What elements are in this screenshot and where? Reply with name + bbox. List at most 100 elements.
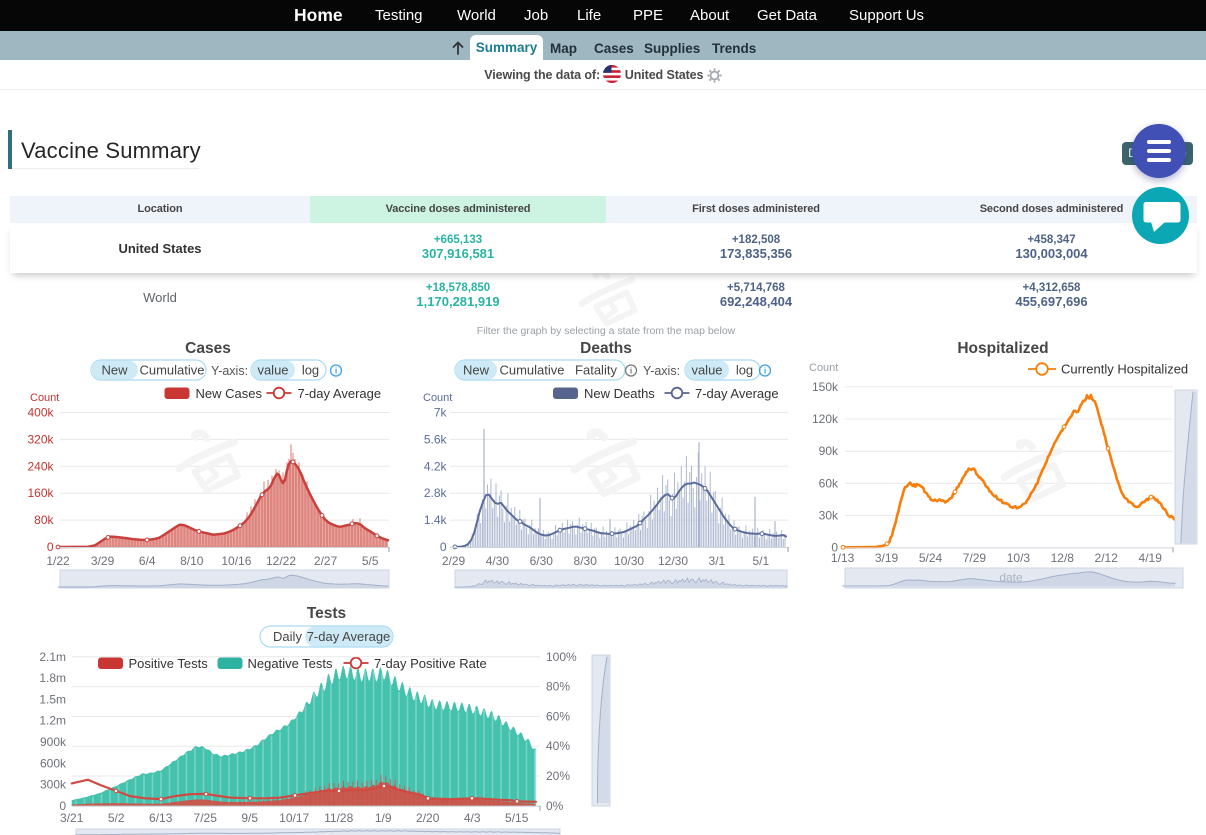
svg-text:1/9: 1/9 [375,811,392,825]
svg-text:log: log [736,362,753,377]
svg-text:value: value [257,362,288,377]
svg-text:6/4: 6/4 [139,554,156,568]
svg-text:8/10: 8/10 [180,554,204,568]
svg-text:3/1: 3/1 [709,554,726,568]
svg-text:3/21: 3/21 [60,811,84,825]
svg-text:80k: 80k [34,513,54,527]
svg-text:600k: 600k [40,756,67,770]
svg-text:5/1: 5/1 [752,554,769,568]
svg-text:8/30: 8/30 [574,554,598,568]
svg-text:3/29: 3/29 [91,554,115,568]
svg-text:100%: 100% [546,650,577,664]
svg-text:2.8k: 2.8k [424,486,448,500]
svg-text:4/30: 4/30 [486,554,510,568]
svg-text:2/29: 2/29 [442,554,466,568]
svg-text:5/15: 5/15 [505,811,529,825]
svg-text:Deaths: Deaths [580,340,632,357]
svg-text:12/30: 12/30 [658,554,688,568]
svg-text:6/30: 6/30 [530,554,554,568]
svg-text:240k: 240k [27,459,54,473]
svg-text:Y-axis:: Y-axis: [643,364,680,378]
svg-text:Positive Tests: Positive Tests [129,656,209,671]
svg-text:date: date [999,571,1023,585]
svg-text:4/19: 4/19 [1139,551,1163,565]
svg-text:0: 0 [59,799,66,813]
svg-text:value: value [691,362,722,377]
svg-text:0%: 0% [546,799,564,813]
svg-text:11/28: 11/28 [324,811,353,825]
svg-text:7/29: 7/29 [963,551,987,565]
svg-text:300k: 300k [40,778,67,792]
svg-text:Tests: Tests [307,605,346,622]
svg-text:Cumulative: Cumulative [139,362,204,377]
svg-text:7-day Average: 7-day Average [307,629,391,644]
svg-text:New Cases: New Cases [196,386,263,401]
svg-text:1.5m: 1.5m [39,692,66,706]
svg-text:1.8m: 1.8m [39,671,66,685]
svg-text:Filter the graph by selecting: Filter the graph by selecting a state fr… [477,325,736,337]
svg-text:10/17: 10/17 [279,811,309,825]
svg-text:Fatality: Fatality [575,362,617,377]
svg-text:120k: 120k [812,412,839,426]
svg-text:12/8: 12/8 [1051,551,1075,565]
svg-text:1/22: 1/22 [46,554,70,568]
svg-text:4.2k: 4.2k [424,459,448,473]
svg-text:1.2m: 1.2m [39,714,66,728]
svg-text:7-day Average: 7-day Average [695,386,779,401]
svg-text:80%: 80% [546,680,570,694]
svg-text:7k: 7k [434,406,448,420]
svg-text:Count: Count [30,392,59,404]
svg-text:Cumulative: Cumulative [499,362,564,377]
svg-text:7-day Average: 7-day Average [298,386,382,401]
svg-text:10/30: 10/30 [614,554,644,568]
svg-text:New: New [101,362,128,377]
svg-text:30k: 30k [819,508,839,522]
svg-text:320k: 320k [27,432,54,446]
svg-text:0: 0 [440,540,447,554]
svg-text:2/12: 2/12 [1095,551,1119,565]
svg-text:0: 0 [47,540,54,554]
svg-text:5/5: 5/5 [362,554,379,568]
svg-text:9/5: 9/5 [241,811,258,825]
svg-text:2/20: 2/20 [416,811,440,825]
svg-text:400k: 400k [27,406,54,420]
svg-text:1/13: 1/13 [831,551,855,565]
svg-text:6/13: 6/13 [149,811,173,825]
svg-text:20%: 20% [546,769,570,783]
svg-text:40%: 40% [546,739,570,753]
svg-text:60%: 60% [546,709,570,723]
svg-text:7/25: 7/25 [194,811,218,825]
svg-text:Daily: Daily [273,629,302,644]
svg-text:Count: Count [423,392,452,404]
svg-text:5/2: 5/2 [108,811,125,825]
svg-text:3/19: 3/19 [875,551,899,565]
svg-text:60k: 60k [819,476,839,490]
svg-text:12/22: 12/22 [266,554,296,568]
svg-text:90k: 90k [819,444,839,458]
svg-text:log: log [302,362,319,377]
svg-text:160k: 160k [27,486,54,500]
svg-text:Negative Tests: Negative Tests [248,656,334,671]
svg-text:Count: Count [809,362,838,374]
svg-text:Cases: Cases [185,340,231,357]
svg-text:Hospitalized: Hospitalized [957,340,1048,357]
svg-text:150k: 150k [812,380,839,394]
svg-text:1.4k: 1.4k [424,513,448,527]
svg-text:10/3: 10/3 [1007,551,1031,565]
svg-text:New Deaths: New Deaths [584,386,655,401]
svg-text:4/3: 4/3 [464,811,481,825]
svg-text:Currently Hospitalized: Currently Hospitalized [1061,362,1188,377]
svg-text:5.6k: 5.6k [424,432,448,446]
svg-text:7-day Positive Rate: 7-day Positive Rate [374,656,487,671]
svg-text:2.1m: 2.1m [39,650,66,664]
svg-text:i: i [335,366,337,376]
svg-text:i: i [630,366,632,376]
svg-text:New: New [463,362,490,377]
svg-text:Y-axis:: Y-axis: [211,364,248,378]
svg-text:10/16: 10/16 [221,554,251,568]
svg-text:2/27: 2/27 [314,554,338,568]
svg-text:900k: 900k [40,735,67,749]
svg-text:5/24: 5/24 [919,551,943,565]
svg-text:0: 0 [831,540,838,554]
svg-text:i: i [764,366,766,376]
